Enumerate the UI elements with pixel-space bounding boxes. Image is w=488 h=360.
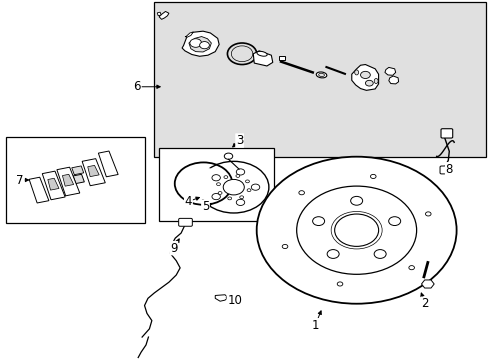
Circle shape <box>326 249 339 258</box>
Polygon shape <box>215 295 227 301</box>
Text: 3: 3 <box>235 134 243 147</box>
Polygon shape <box>73 174 84 184</box>
Bar <box>159 148 273 221</box>
FancyBboxPatch shape <box>440 129 452 138</box>
Circle shape <box>246 189 250 192</box>
Circle shape <box>408 266 414 270</box>
Polygon shape <box>159 12 168 19</box>
Text: 8: 8 <box>445 163 452 176</box>
FancyBboxPatch shape <box>439 166 451 174</box>
Circle shape <box>251 184 259 190</box>
Circle shape <box>425 212 430 216</box>
Polygon shape <box>182 31 219 56</box>
Circle shape <box>216 183 220 186</box>
Circle shape <box>298 191 304 195</box>
Text: 9: 9 <box>170 242 177 255</box>
Text: 10: 10 <box>227 294 242 307</box>
Circle shape <box>235 175 239 177</box>
Circle shape <box>373 249 386 258</box>
Circle shape <box>224 176 227 179</box>
Circle shape <box>360 71 369 78</box>
Text: 1: 1 <box>311 319 318 332</box>
Ellipse shape <box>316 72 326 78</box>
Circle shape <box>231 46 252 62</box>
Text: 6: 6 <box>133 80 141 93</box>
Circle shape <box>198 161 268 213</box>
Circle shape <box>256 157 456 304</box>
Circle shape <box>239 196 243 199</box>
Circle shape <box>388 217 400 225</box>
Circle shape <box>245 180 249 183</box>
Circle shape <box>236 199 244 206</box>
Circle shape <box>227 197 231 200</box>
Circle shape <box>211 175 220 181</box>
Polygon shape <box>157 12 161 16</box>
Circle shape <box>365 80 372 86</box>
Circle shape <box>334 214 378 246</box>
Polygon shape <box>72 166 83 175</box>
Polygon shape <box>184 32 193 37</box>
Text: 4: 4 <box>184 195 192 208</box>
Polygon shape <box>62 174 74 186</box>
Circle shape <box>211 193 220 200</box>
Polygon shape <box>188 37 211 52</box>
Text: 7: 7 <box>17 174 24 186</box>
Circle shape <box>199 41 209 49</box>
Circle shape <box>236 169 244 175</box>
Circle shape <box>312 217 324 225</box>
Polygon shape <box>384 67 395 75</box>
Polygon shape <box>87 165 99 177</box>
Text: 2: 2 <box>420 297 428 310</box>
Circle shape <box>223 179 244 195</box>
Bar <box>278 55 285 60</box>
Bar <box>154 3 485 157</box>
Polygon shape <box>351 64 378 90</box>
Polygon shape <box>48 178 59 190</box>
Circle shape <box>218 192 222 194</box>
Ellipse shape <box>373 78 377 84</box>
Polygon shape <box>253 51 272 66</box>
Circle shape <box>282 244 287 248</box>
Circle shape <box>189 39 201 47</box>
Ellipse shape <box>354 70 358 75</box>
Polygon shape <box>421 280 433 288</box>
Circle shape <box>337 282 342 286</box>
Circle shape <box>370 174 375 179</box>
Ellipse shape <box>318 73 324 77</box>
Polygon shape <box>42 171 65 200</box>
Circle shape <box>350 197 362 205</box>
Circle shape <box>296 186 416 274</box>
Polygon shape <box>29 177 49 203</box>
FancyBboxPatch shape <box>178 219 192 226</box>
Circle shape <box>182 167 225 199</box>
Circle shape <box>224 153 232 159</box>
Bar <box>5 137 144 223</box>
Ellipse shape <box>256 51 266 56</box>
Polygon shape <box>82 159 105 186</box>
Text: 5: 5 <box>202 201 209 213</box>
Polygon shape <box>98 151 118 177</box>
Polygon shape <box>57 167 80 196</box>
Polygon shape <box>388 76 398 84</box>
